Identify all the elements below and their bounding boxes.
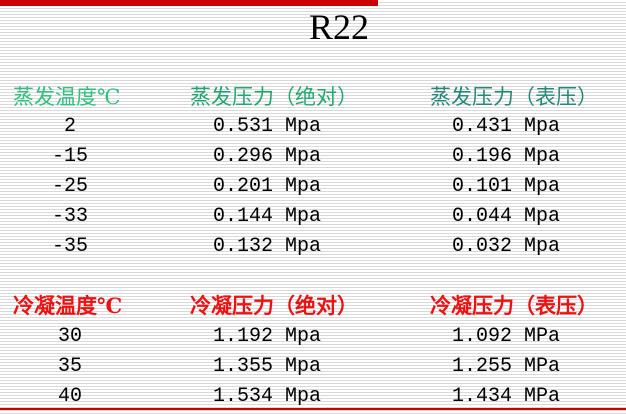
evap-abs-cell: 0.132 Mpa	[213, 235, 322, 258]
evap-temp-cell: -25	[51, 175, 88, 198]
top-accent-bar	[0, 0, 378, 6]
evap-abs-cell: 0.531 Mpa	[213, 115, 322, 138]
cond-abs-pressure-header: 冷凝压力（绝对）	[190, 293, 358, 318]
cond-temp-cell: 35	[57, 355, 82, 378]
evap-abs-cell: 0.296 Mpa	[213, 145, 322, 168]
cond-temp-cell: 40	[57, 385, 82, 408]
evap-gauge-cell: 0.101 Mpa	[452, 175, 561, 198]
cond-gauge-cell: 1.434 MPa	[452, 385, 561, 408]
evap-gauge-cell: 0.431 Mpa	[452, 115, 561, 138]
cond-temp-header: 冷凝温度℃	[13, 293, 123, 318]
evap-temp-cell: -35	[51, 235, 88, 258]
evap-abs-pressure-header: 蒸发压力（绝对）	[190, 85, 358, 109]
cond-abs-cell: 1.534 Mpa	[213, 385, 322, 408]
cond-temp-cell: 30	[57, 325, 82, 348]
evap-gauge-cell: 0.044 Mpa	[452, 205, 561, 228]
evap-temp-cell: 2	[63, 115, 76, 138]
evap-gauge-pressure-header: 蒸发压力（表压）	[430, 85, 598, 109]
cond-abs-cell: 1.355 Mpa	[213, 355, 322, 378]
cond-gauge-pressure-header: 冷凝压力（表压）	[430, 293, 598, 318]
bottom-divider	[0, 408, 626, 410]
cond-gauge-cell: 1.255 MPa	[452, 355, 561, 378]
evap-abs-cell: 0.201 Mpa	[213, 175, 322, 198]
cond-abs-cell: 1.192 Mpa	[213, 325, 322, 348]
cond-gauge-cell: 1.092 MPa	[452, 325, 561, 348]
evap-temp-cell: -15	[51, 145, 88, 168]
evap-abs-cell: 0.144 Mpa	[213, 205, 322, 228]
slide-title: R22	[308, 7, 369, 47]
evap-temp-cell: -33	[51, 205, 88, 228]
evap-gauge-cell: 0.196 Mpa	[452, 145, 561, 168]
evap-gauge-cell: 0.032 Mpa	[452, 235, 561, 258]
evap-temp-header: 蒸发温度℃	[13, 85, 121, 109]
